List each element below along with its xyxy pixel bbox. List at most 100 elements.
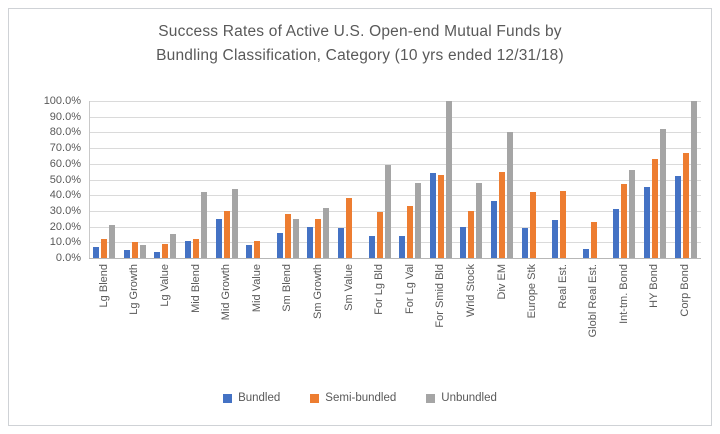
bar-unbundled: [507, 132, 514, 258]
x-tick-cell: Wrld Stock: [456, 264, 487, 376]
bar-group-for-lg-bld: [364, 101, 395, 258]
bar-semi-bundled: [162, 243, 169, 258]
legend-label: Semi-bundled: [325, 392, 397, 404]
bar-semi-bundled: [284, 214, 291, 258]
y-axis-line: [89, 101, 90, 258]
gridline: [89, 210, 701, 212]
y-tick-label: 30.0%: [49, 204, 81, 217]
bar-bundled: [552, 220, 559, 258]
x-tick-cell: Mid Growth: [211, 264, 242, 376]
x-tick-label: Corp Bond: [679, 264, 692, 317]
x-tick-cell: Sm Blend: [273, 264, 304, 376]
bar-group-lg-value: [150, 101, 181, 258]
bar-semi-bundled: [499, 171, 506, 258]
y-tick-label: 100.0%: [43, 95, 81, 107]
x-axis-labels: Lg Blend Lg Growth Lg Value Mid Blend Mid Gr…: [89, 264, 701, 376]
gridline: [89, 163, 701, 165]
bar-semi-bundled: [101, 239, 108, 258]
bar-group-int-tm-bond: [609, 101, 640, 258]
plot-area: [89, 101, 701, 259]
legend-swatch-icon: [426, 393, 436, 403]
legend: Bundled Semi-bundled Unbundled: [9, 392, 711, 404]
bar-group-mid-value: [242, 101, 273, 258]
bar-bundled: [276, 232, 283, 258]
x-tick-cell: Corp Bond: [670, 264, 701, 376]
x-tick-label: Div EM: [495, 264, 508, 300]
x-tick-label: Mid Growth: [220, 264, 233, 321]
x-tick-cell: Lg Growth: [120, 264, 151, 376]
bar-bundled: [215, 218, 222, 258]
bar-group-wrld-stock: [456, 101, 487, 258]
bar-group-mid-blend: [181, 101, 212, 258]
x-tick-label: For Lg Val: [403, 264, 416, 314]
x-tick-cell: For Lg Val: [395, 264, 426, 376]
legend-item-bundled: Bundled: [223, 392, 280, 404]
x-tick-cell: Int-tm. Bond: [609, 264, 640, 376]
bar-semi-bundled: [590, 221, 597, 258]
bar-semi-bundled: [254, 240, 261, 258]
bar-unbundled: [323, 207, 330, 258]
gridline: [89, 179, 701, 181]
bar-semi-bundled: [560, 190, 567, 258]
bar-bundled: [185, 240, 192, 258]
y-tick-label: 20.0%: [49, 220, 81, 233]
x-tick-label: Lg Blend: [97, 264, 110, 308]
bar-semi-bundled: [131, 242, 138, 258]
y-tick-label: 50.0%: [49, 173, 81, 186]
bar-bundled: [368, 236, 375, 258]
x-tick-cell: For Lg Bld: [364, 264, 395, 376]
bar-group-globl-real-est-: [579, 101, 610, 258]
x-tick-label: Real Est.: [556, 264, 569, 309]
chart-title-line1: Success Rates of Active U.S. Open-end Mu…: [158, 23, 562, 40]
chart-title-line2: Bundling Classification, Category (10 yr…: [156, 47, 564, 65]
bar-group-lg-blend: [89, 101, 120, 258]
bar-bundled: [674, 176, 681, 258]
legend-label: Unbundled: [441, 392, 497, 404]
x-tick-cell: Lg Blend: [89, 264, 120, 376]
y-tick-label: 90.0%: [49, 110, 81, 123]
bar-group-sm-growth: [303, 101, 334, 258]
bar-group-div-em: [487, 101, 518, 258]
bar-bundled: [123, 250, 130, 258]
bar-semi-bundled: [346, 198, 353, 258]
bar-bundled: [246, 245, 253, 258]
bar-bundled: [93, 247, 100, 258]
bar-bundled: [154, 251, 161, 258]
x-tick-cell: For Smid Bld: [426, 264, 457, 376]
bar-unbundled: [170, 234, 177, 258]
x-tick-cell: Lg Value: [150, 264, 181, 376]
x-tick-cell: Sm Growth: [303, 264, 334, 376]
x-tick-label: HY Bond: [648, 264, 661, 308]
x-tick-label: Int-tm. Bond: [617, 264, 630, 324]
bar-bundled: [521, 228, 528, 258]
x-tick-cell: Europe Stk: [517, 264, 548, 376]
chart-title: Success Rates of Active U.S. Open-end Mu…: [9, 20, 711, 68]
x-axis-line: [89, 258, 701, 259]
x-tick-label: Sm Value: [342, 264, 355, 311]
bar-unbundled: [109, 225, 116, 258]
gridline: [89, 132, 701, 134]
bar-group-for-lg-val: [395, 101, 426, 258]
y-tick-label: 70.0%: [49, 142, 81, 155]
x-tick-label: Lg Growth: [128, 264, 141, 315]
bar-bundled: [429, 173, 436, 258]
bar-semi-bundled: [651, 159, 658, 258]
legend-swatch-icon: [310, 393, 320, 403]
bar-group-mid-growth: [211, 101, 242, 258]
bar-bundled: [613, 209, 620, 258]
x-tick-label: For Lg Bld: [373, 264, 386, 315]
gridline: [89, 195, 701, 197]
x-tick-label: Europe Stk: [526, 264, 539, 319]
bar-unbundled: [476, 182, 483, 258]
gridline: [89, 242, 701, 244]
x-tick-label: Globl Real Est.: [587, 264, 600, 338]
bar-bundled: [582, 248, 589, 258]
x-tick-cell: HY Bond: [640, 264, 671, 376]
bar-groups: [89, 101, 701, 258]
bar-unbundled: [415, 182, 422, 258]
bar-bundled: [643, 187, 650, 258]
bar-semi-bundled: [193, 239, 200, 258]
bar-semi-bundled: [682, 152, 689, 258]
y-tick-label: 10.0%: [49, 236, 81, 249]
bar-unbundled: [139, 245, 146, 258]
